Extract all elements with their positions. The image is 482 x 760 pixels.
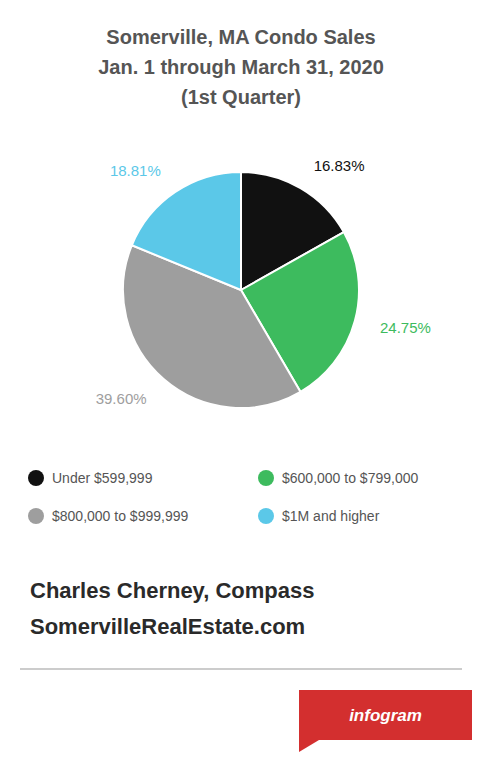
data-labels: 16.83% 24.75% 39.60% 18.81% bbox=[96, 157, 431, 407]
legend-swatch bbox=[258, 470, 274, 486]
legend-swatch bbox=[28, 508, 44, 524]
data-label: 39.60% bbox=[96, 390, 147, 407]
badge-text: infogram bbox=[349, 706, 422, 725]
subtitle: (1st Quarter) bbox=[181, 86, 301, 108]
legend-entry: $1M and higher bbox=[282, 508, 380, 524]
credit: SomervilleRealEstate.com bbox=[30, 614, 305, 639]
separator bbox=[20, 668, 462, 670]
slice bbox=[132, 172, 241, 290]
legend-entry: Under $599,999 bbox=[52, 470, 153, 486]
badge-tail bbox=[299, 740, 319, 752]
chart: Somerville, MA Condo Sales Jan. 1 through… bbox=[0, 0, 482, 760]
legend-entry: $800,000 to $999,999 bbox=[52, 508, 188, 524]
credit: Charles Cherney, Compass bbox=[30, 578, 314, 603]
data-label: 16.83% bbox=[314, 157, 365, 174]
legend-swatch bbox=[258, 508, 274, 524]
legend: Under $599,999 $600,000 to $799,000 $800,0… bbox=[28, 470, 418, 524]
title: Somerville, MA Condo Sales bbox=[106, 26, 375, 48]
pie bbox=[123, 172, 359, 408]
legend-swatch bbox=[28, 470, 44, 486]
data-label: 24.75% bbox=[380, 319, 431, 336]
data-label: 18.81% bbox=[110, 162, 161, 179]
subtitle: Jan. 1 through March 31, 2020 bbox=[98, 56, 384, 78]
badge bbox=[299, 690, 472, 740]
legend-entry: $600,000 to $799,000 bbox=[282, 470, 418, 486]
